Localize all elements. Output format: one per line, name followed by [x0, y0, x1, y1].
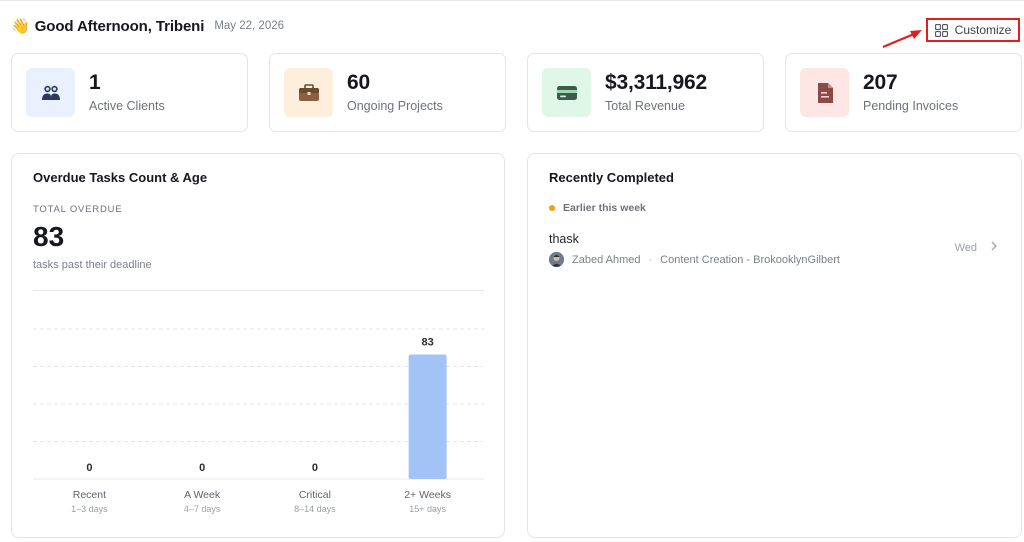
category-sublabel: 1–3 days	[71, 504, 108, 514]
stat-value: 207	[863, 71, 898, 94]
greeting-text: Good Afternoon, Tribeni	[34, 17, 205, 35]
briefcase-icon	[284, 68, 333, 117]
recently-completed-panel: Recently Completed Earlier this week tha…	[527, 153, 1022, 538]
data-label: 0	[199, 462, 205, 474]
total-overdue-value: 83	[33, 221, 65, 252]
customize-label: Customize	[954, 23, 1012, 37]
stat-label: Active Clients	[89, 99, 165, 113]
panel-title: Recently Completed	[549, 170, 674, 185]
avatar	[549, 252, 564, 267]
category-sublabel: 15+ days	[409, 504, 446, 514]
category-label: 2+ Weeks	[404, 489, 451, 501]
data-label: 0	[312, 462, 318, 474]
stat-card-pending-invoices[interactable]: 207 Pending Invoices	[785, 53, 1022, 132]
task-project: Content Creation - BrokooklynGilbert	[660, 253, 840, 266]
bar-2-weeks	[408, 354, 447, 479]
total-overdue-label: TOTAL OVERDUE	[33, 204, 123, 215]
date-text: May 22, 2026	[214, 20, 285, 32]
overdue-bar-chart: 0 Recent 1–3 days 0 A Week 4–7 days 0 Critical 8…	[33, 328, 484, 514]
greeting-header: 👋 Good Afternoon, Tribeni May 22, 2026	[11, 16, 284, 36]
status-dot-icon	[549, 205, 555, 211]
users-icon	[26, 68, 75, 117]
category-sublabel: 4–7 days	[184, 504, 221, 514]
stat-value: 1	[89, 71, 101, 94]
stat-card-ongoing-projects[interactable]: 60 Ongoing Projects	[269, 53, 506, 132]
grid-icon	[934, 23, 948, 37]
annotation-arrow-icon	[882, 30, 922, 49]
completed-task-item[interactable]: thask Zabed Ahmed · Content Creation - B…	[549, 230, 1003, 272]
stat-value: $3,311,962	[605, 71, 707, 94]
credit-card-icon	[542, 68, 591, 117]
category-label: Critical	[299, 489, 331, 501]
group-label: Earlier this week	[563, 202, 646, 214]
stat-card-active-clients[interactable]: 1 Active Clients	[11, 53, 248, 132]
task-day: Wed	[954, 242, 977, 254]
task-meta: Zabed Ahmed · Content Creation - Brokook…	[549, 252, 840, 267]
group-header: Earlier this week	[549, 202, 646, 214]
data-label: 83	[422, 337, 434, 349]
top-border	[0, 0, 1024, 1]
divider	[33, 290, 484, 291]
category-sublabel: 8–14 days	[294, 504, 336, 514]
stat-label: Total Revenue	[605, 99, 685, 113]
stat-card-total-revenue[interactable]: $3,311,962 Total Revenue	[527, 53, 764, 132]
task-assignee: Zabed Ahmed	[572, 253, 641, 266]
meta-separator: ·	[648, 253, 653, 266]
panel-title: Overdue Tasks Count & Age	[33, 170, 208, 185]
category-label: A Week	[184, 489, 221, 501]
stat-value: 60	[347, 71, 370, 94]
wave-icon: 👋	[11, 17, 30, 35]
chevron-right-icon	[991, 241, 997, 251]
overdue-tasks-panel: Overdue Tasks Count & Age TOTAL OVERDUE …	[11, 153, 505, 538]
document-icon	[800, 68, 849, 117]
stat-label: Pending Invoices	[863, 99, 959, 113]
customize-button[interactable]: Customize	[926, 18, 1020, 42]
stat-label: Ongoing Projects	[347, 99, 443, 113]
total-overdue-subtitle: tasks past their deadline	[33, 259, 152, 271]
data-label: 0	[86, 462, 92, 474]
category-label: Recent	[73, 489, 106, 501]
task-title: thask	[549, 232, 579, 246]
